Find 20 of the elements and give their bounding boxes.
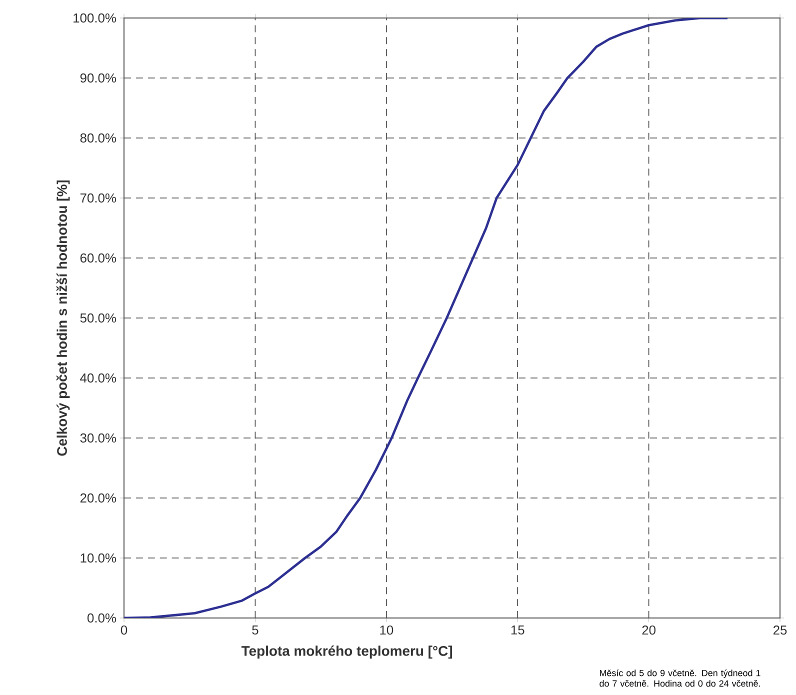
x-axis-title: Teplota mokrého teplomeru [°C] [241,646,452,659]
y-tick-label: 50.0% [80,313,116,323]
y-tick-label: 70.0% [80,193,116,203]
x-tick-label: 15 [511,626,524,635]
y-tick-label: 40.0% [80,373,116,383]
x-tick-label: 0 [120,626,128,635]
x-tick-label: 25 [773,626,787,635]
y-tick-label: 100.0% [74,13,116,23]
y-axis-title: Celkový počet hodin s nižší hodnotou [%] [56,180,70,456]
y-tick-label: 0.0% [87,613,116,623]
y-tick-label: 60.0% [80,253,116,263]
y-tick-label: 20.0% [80,493,116,503]
y-tick-label: 30.0% [80,433,116,443]
y-tick-label: 90.0% [80,73,116,83]
x-tick-label: 20 [642,626,656,635]
y-tick-label: 80.0% [80,133,116,143]
text: Měsíc od 5 do 9 včetně. Den týdneod 1 do 7 včetně. Hodina od 0 do 24 včetně. [600,670,760,687]
x-tick-label: 5 [252,626,258,635]
y-tick-label: 10.0% [80,553,116,563]
x-tick-label: 10 [380,626,394,635]
